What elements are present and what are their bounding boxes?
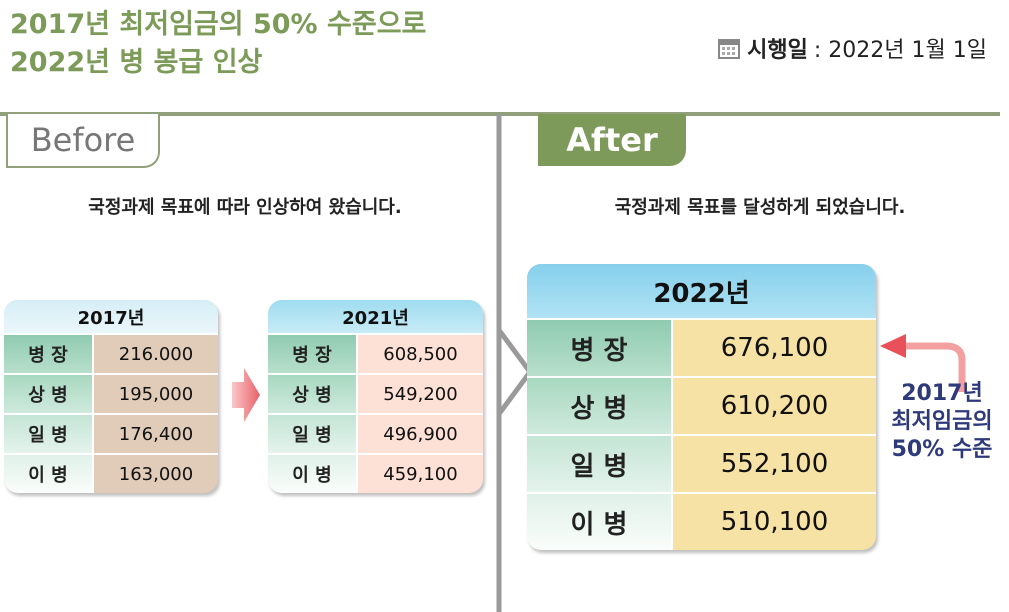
effective-label: 시행일: [747, 38, 808, 63]
rank: 일 병: [268, 415, 358, 453]
separator: :: [813, 38, 822, 63]
after-subtitle: 국정과제 목표를 달성하게 되었습니다.: [614, 197, 906, 218]
table-header: 2022년: [527, 264, 876, 318]
divider-chevron: [496, 328, 534, 416]
rank: 상 병: [4, 375, 94, 413]
table-row: 이 병 510,100: [527, 492, 876, 550]
rank: 상 병: [268, 375, 358, 413]
value: 496,900: [383, 423, 458, 445]
table-row: 이 병 163,000: [4, 453, 218, 493]
note-arrowhead: [880, 334, 906, 358]
rank: 병 장: [4, 335, 94, 373]
note-arrow: [902, 342, 966, 392]
table-row: 일 병 496,900: [268, 413, 483, 453]
rank: 병 장: [527, 320, 673, 376]
value: 510,100: [720, 507, 829, 537]
rank: 병 장: [268, 335, 358, 373]
rank: 이 병: [527, 494, 673, 550]
value: 195,000: [118, 383, 194, 405]
note-line: 최저임금의: [891, 409, 993, 434]
calendar-icon: [718, 39, 741, 59]
table: 2022년 병 장 676,100 상 병 610,200 일 병 552,100 이 병 51…: [527, 264, 876, 550]
title-line: 2017년 최저임금의 50% 수준으로: [10, 9, 427, 40]
table-row: 일 병 552,100: [527, 434, 876, 492]
value: 676,100: [720, 333, 829, 363]
table-row: 상 병 549,200: [268, 373, 483, 413]
after-tag: After: [538, 114, 686, 166]
table-header: 2017년: [4, 300, 218, 333]
arrow: [232, 368, 260, 422]
rank: 이 병: [4, 455, 94, 493]
table-header: 2021년: [268, 300, 483, 333]
table: 2017년 병 장 216.000 상 병 195,000 일 병 176,400 이 병 16…: [4, 300, 218, 493]
value: 459,100: [383, 463, 458, 485]
table: 2021년 병 장 608,500 상 병 549,200 일 병 496,900 이 병 45…: [268, 300, 483, 493]
table-row: 병 장 676,100: [527, 318, 876, 376]
table-row: 상 병 610,200: [527, 376, 876, 434]
value: 549,200: [383, 383, 458, 405]
before-subtitle: 국정과제 목표에 따라 인상하여 왔습니다.: [88, 197, 402, 218]
value: 176,400: [118, 423, 194, 445]
table-row: 일 병 176,400: [4, 413, 218, 453]
value: 163,000: [118, 463, 194, 485]
title: 2017년 최저임금의 50% 수준으로 2022년 병 봉급 인상: [10, 6, 426, 82]
before-tag: Before: [6, 114, 160, 168]
rank: 일 병: [4, 415, 94, 453]
rank: 일 병: [527, 436, 673, 492]
note-line: 2017년: [901, 381, 983, 406]
value: 216.000: [118, 343, 194, 365]
effective-value: 2022년 1월 1일: [828, 38, 987, 63]
note: 2017년 최저임금의 50% 수준: [872, 380, 1009, 464]
table-row: 병 장 608,500: [268, 333, 483, 373]
effective-date: 시행일: 2022년 1월 1일: [717, 32, 987, 64]
rank: 이 병: [268, 455, 358, 493]
table-row: 병 장 216.000: [4, 333, 218, 373]
value: 608,500: [383, 343, 458, 365]
table-row: 이 병 459,100: [268, 453, 483, 493]
rank: 상 병: [527, 378, 673, 434]
value: 552,100: [720, 449, 829, 479]
table-row: 상 병 195,000: [4, 373, 218, 413]
note-line: 50% 수준: [891, 437, 993, 462]
value: 610,200: [720, 391, 829, 421]
title-line: 2022년 병 봉급 인상: [10, 47, 263, 78]
